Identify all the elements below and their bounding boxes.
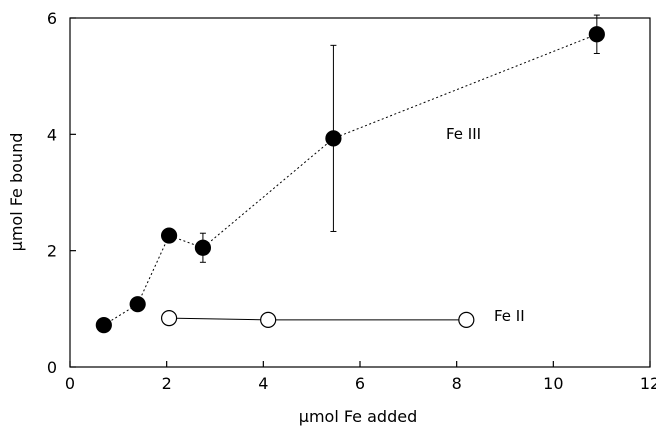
x-axis-title: μmol Fe added — [299, 407, 417, 426]
fe-iii-point — [194, 239, 212, 256]
fe-ii-point — [458, 311, 475, 328]
x-tick-label: 12 — [640, 374, 656, 393]
plot-frame — [69, 17, 651, 368]
fe-iii-point — [129, 296, 146, 313]
x-tick-label: 4 — [258, 374, 268, 393]
fe-ii-series-line — [169, 317, 467, 321]
x-axis: 0 2 4 6 8 10 12 — [65, 361, 656, 393]
fe-iii-series-line — [103, 33, 598, 326]
y-axis: 0 2 4 6 — [47, 9, 76, 377]
markers — [95, 26, 605, 334]
x-tick-label: 10 — [543, 374, 563, 393]
fe-iii-point — [325, 130, 342, 147]
fe-iii-point — [160, 227, 178, 244]
x-tick-label: 0 — [65, 374, 75, 393]
fe-ii-label: Fe II — [494, 307, 525, 325]
y-tick-label: 0 — [47, 358, 57, 377]
y-tick-label: 4 — [47, 125, 57, 144]
x-tick-label: 8 — [452, 374, 462, 393]
y-tick-label: 2 — [47, 242, 57, 261]
fe-ii-point — [260, 311, 277, 328]
error-bars — [199, 14, 600, 263]
x-tick-label: 2 — [162, 374, 172, 393]
y-axis-title: μmol Fe bound — [7, 133, 26, 252]
fe-iii-label: Fe III — [446, 125, 481, 143]
x-tick-label: 6 — [355, 374, 365, 393]
plot-border — [69, 17, 651, 368]
series-lines — [103, 33, 598, 326]
fe-ii-point — [160, 310, 178, 327]
y-tick-label: 6 — [47, 9, 57, 28]
fe-iii-point — [588, 26, 605, 43]
fe-iii-point — [95, 317, 112, 334]
